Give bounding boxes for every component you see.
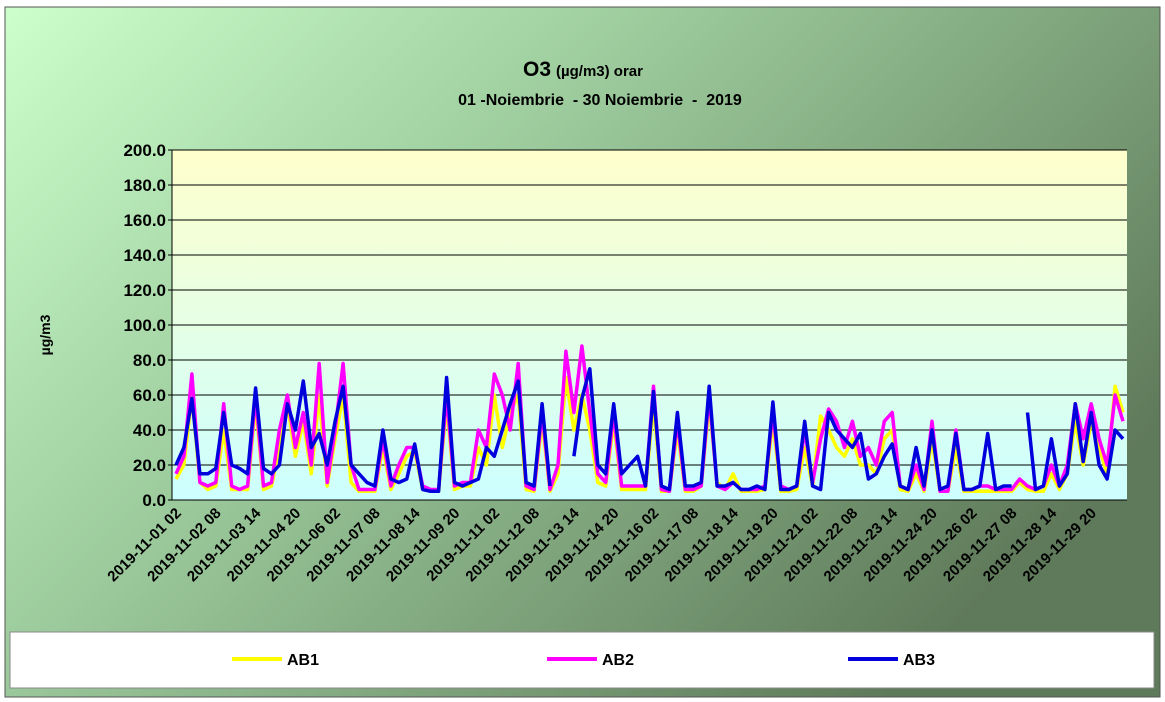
y-tick-label: 40.0	[133, 421, 166, 440]
y-axis-label: µg/m3	[37, 314, 53, 355]
y-tick-label: 120.0	[123, 281, 166, 300]
legend-label: AB3	[903, 652, 935, 669]
chart-title: O3 (µg/m3) orar	[523, 58, 643, 81]
y-tick-label: 20.0	[133, 456, 166, 475]
y-tick-label: 140.0	[123, 246, 166, 265]
legend-label: AB1	[287, 652, 319, 669]
legend-label: AB2	[602, 652, 634, 669]
chart-subtitle: 01 -Noiembrie - 30 Noiembrie - 2019	[458, 92, 742, 109]
y-tick-label: 60.0	[133, 386, 166, 405]
y-tick-label: 0.0	[142, 491, 166, 510]
y-tick-label: 200.0	[123, 141, 166, 160]
title-note: (µg/m3) orar	[556, 63, 643, 80]
y-tick-label: 180.0	[123, 176, 166, 195]
title-main: O3	[523, 58, 551, 81]
y-tick-label: 100.0	[123, 316, 166, 335]
y-tick-label: 80.0	[133, 351, 166, 370]
series-line	[174, 367, 1125, 494]
y-tick-label: 160.0	[123, 211, 166, 230]
